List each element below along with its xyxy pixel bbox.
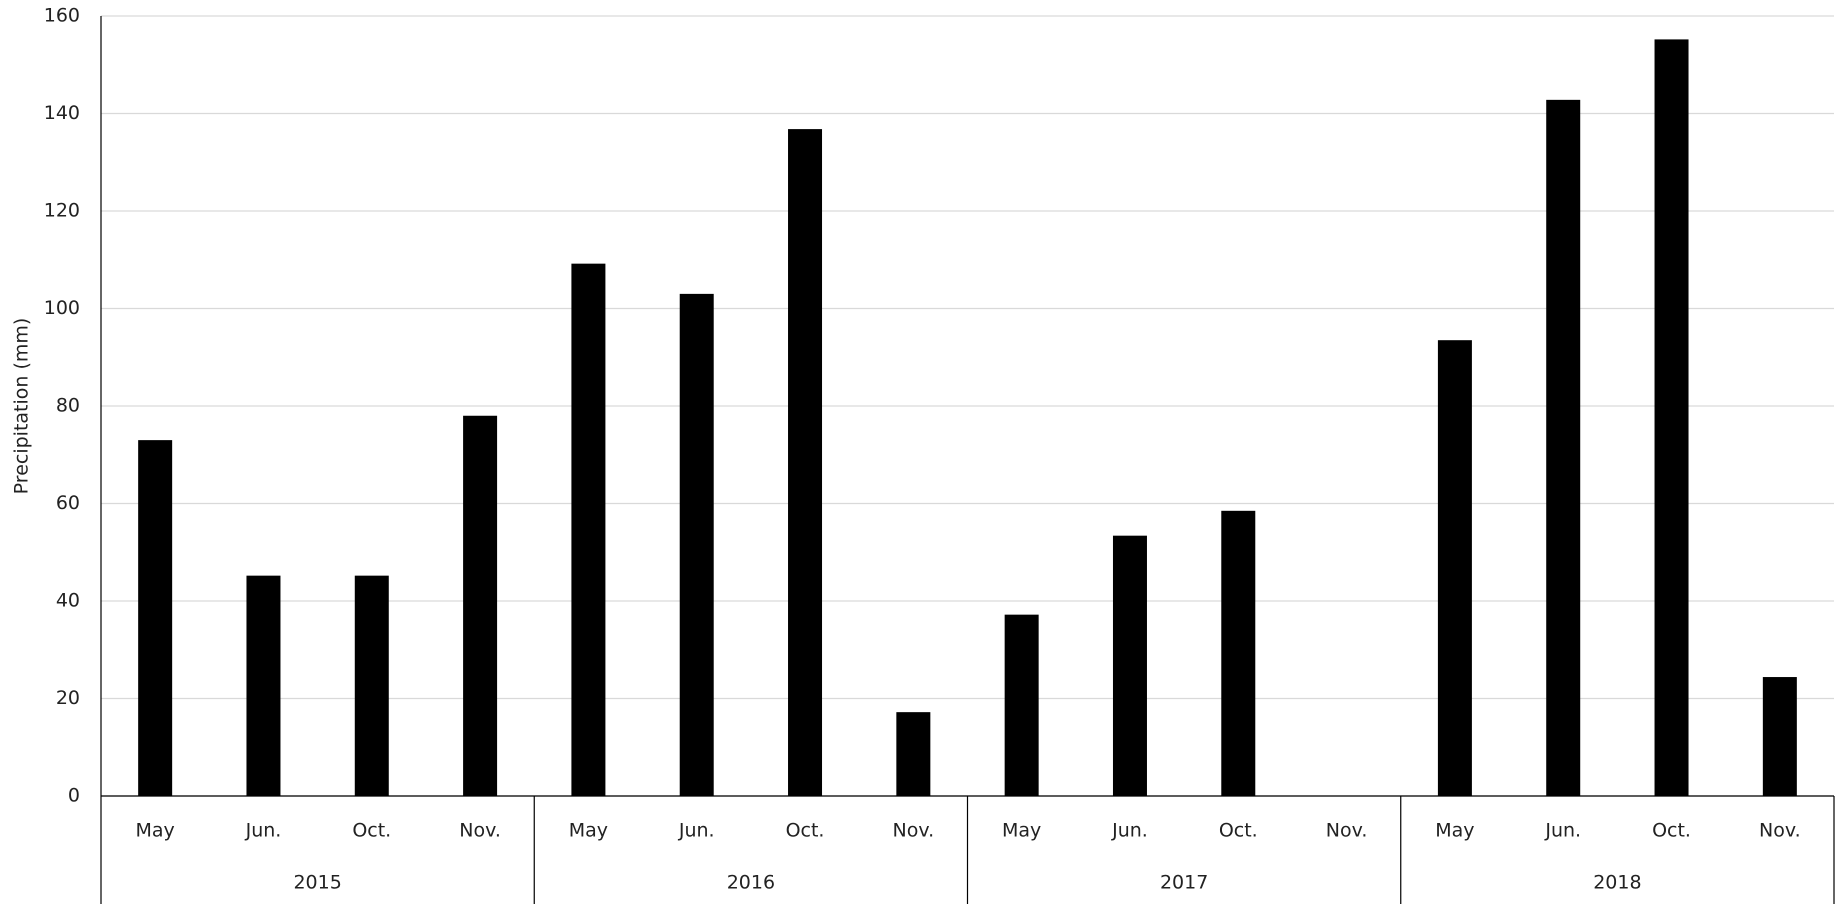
bar	[246, 575, 281, 796]
x-tick-label: Nov.	[459, 820, 501, 842]
group-label: 2015	[293, 872, 341, 894]
bar	[788, 129, 823, 797]
x-tick-label: May	[1435, 820, 1474, 842]
bar	[896, 712, 931, 796]
x-tick-label: Jun.	[1544, 820, 1581, 842]
group-label: 2016	[727, 872, 775, 894]
bar	[1437, 340, 1472, 796]
y-tick-label: 120	[44, 200, 80, 222]
y-tick-label: 80	[56, 395, 80, 417]
bar	[1221, 510, 1256, 796]
bar	[1004, 614, 1039, 796]
bar	[463, 415, 498, 796]
y-tick-label: 100	[44, 297, 80, 319]
x-tick-label: Oct.	[1219, 820, 1258, 842]
x-tick-label: May	[569, 820, 608, 842]
y-tick-label: 60	[56, 492, 80, 514]
bar	[1762, 677, 1797, 796]
x-tick-label: Nov.	[1759, 820, 1801, 842]
group-label: 2018	[1593, 872, 1641, 894]
x-tick-label: Jun.	[1111, 820, 1148, 842]
x-tick-label: Oct.	[352, 820, 391, 842]
y-tick-label: 160	[44, 5, 80, 27]
x-tick-label: May	[136, 820, 175, 842]
bar	[571, 263, 606, 796]
y-tick-label: 20	[56, 687, 80, 709]
x-tick-label: Jun.	[245, 820, 282, 842]
group-label: 2017	[1160, 872, 1208, 894]
x-tick-label: Oct.	[786, 820, 825, 842]
bar	[1546, 99, 1581, 797]
bar	[1654, 39, 1689, 796]
x-tick-label: Oct.	[1652, 820, 1691, 842]
y-tick-label: 0	[68, 785, 80, 807]
x-tick-label: Jun.	[678, 820, 715, 842]
bar	[354, 575, 389, 796]
bar	[138, 440, 173, 796]
x-tick-label: May	[1002, 820, 1041, 842]
bar	[1112, 535, 1147, 796]
y-axis-label: Precipitation (mm)	[11, 318, 33, 495]
x-tick-label: Nov.	[893, 820, 935, 842]
y-tick-label: 140	[44, 102, 80, 124]
y-tick-label: 40	[56, 590, 80, 612]
bar	[679, 293, 714, 796]
x-tick-label: Nov.	[1326, 820, 1368, 842]
